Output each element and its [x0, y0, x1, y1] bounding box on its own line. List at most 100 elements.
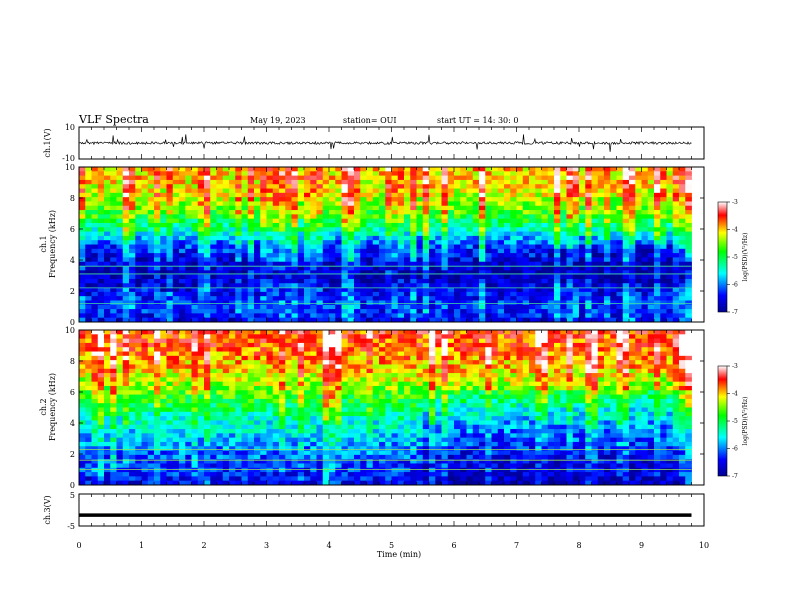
spectrogram-cell	[560, 313, 567, 319]
spectrogram-cell	[79, 360, 86, 365]
spectrogram-cell	[179, 235, 186, 241]
spectrogram-cell	[197, 266, 205, 271]
spectrogram-cell	[335, 175, 342, 181]
spectrogram-cell	[479, 274, 486, 280]
spectrogram-cell	[441, 253, 449, 258]
spectrogram-cell	[266, 253, 274, 258]
spectrogram-cell	[310, 253, 317, 258]
spectrogram-cell	[672, 373, 680, 378]
spectrogram-cell	[147, 304, 155, 310]
spectrogram-cell	[372, 184, 380, 189]
spectrogram-cell	[435, 261, 442, 267]
spectrogram-cell	[572, 218, 580, 224]
spectrogram-cell	[304, 373, 311, 378]
spectrogram-cell	[516, 338, 524, 344]
spectrogram-cell	[360, 330, 367, 335]
spectrogram-cell	[316, 304, 324, 310]
spectrogram-cell	[610, 278, 617, 284]
spectrogram-cell	[666, 227, 674, 232]
spectrogram-cell	[460, 373, 467, 378]
spectrogram-cell	[422, 373, 430, 378]
spectrogram-cell	[254, 214, 261, 220]
spectrogram-cell	[191, 266, 199, 271]
spectrogram-cell	[185, 368, 192, 374]
spectrogram-cell	[491, 373, 499, 378]
spectrogram-cell	[497, 184, 505, 189]
spectrogram-cell	[147, 291, 155, 297]
spectrogram-cell	[454, 342, 461, 348]
spectrogram-cell	[516, 274, 524, 280]
spectrogram-cell	[154, 291, 161, 297]
spectrogram-cell	[79, 317, 86, 323]
spectrogram-cell	[279, 261, 286, 267]
spectrogram-cell	[666, 235, 674, 241]
spectrogram-cell	[622, 304, 630, 310]
spectrogram-cell	[222, 381, 230, 387]
spectrogram-cell	[485, 347, 492, 352]
spectrogram-cell	[316, 296, 324, 301]
spectrogram-cell	[541, 355, 549, 361]
spectrogram-cell	[522, 360, 530, 365]
spectrogram-cell	[685, 368, 692, 374]
spectrogram-cell	[247, 222, 255, 228]
spectrogram-cell	[254, 334, 261, 340]
spectrogram-cell	[104, 205, 111, 211]
spectrogram-cell	[329, 274, 336, 280]
spectrogram-cell	[222, 351, 230, 357]
spectrogram-cell	[579, 197, 586, 202]
spectrogram-cell	[379, 261, 386, 267]
spectrogram-cell	[197, 188, 205, 194]
spectrogram-cell	[397, 257, 405, 263]
spectrogram-cell	[472, 347, 480, 352]
spectrogram-cell	[191, 364, 199, 370]
spectrogram-cell	[322, 231, 330, 237]
spectrogram-cell	[272, 235, 280, 241]
spectrogram-cell	[685, 266, 692, 271]
spectrogram-cell	[591, 197, 599, 202]
spectrogram-cell	[85, 360, 92, 365]
spectrogram-cell	[122, 355, 130, 361]
spectrogram-cell	[635, 244, 642, 250]
spectrogram-cell	[385, 227, 392, 232]
spectrogram-cell	[516, 197, 524, 202]
spectrogram-cell	[385, 205, 392, 211]
spectrogram-cell	[335, 373, 342, 378]
spectrogram-cell	[379, 304, 386, 310]
spectrogram-cell	[372, 214, 380, 220]
spectrogram-cell	[647, 347, 655, 352]
spectrogram-cell	[85, 175, 92, 181]
spectrogram-cell	[254, 296, 261, 301]
spectrogram-cell	[572, 270, 580, 276]
spectrogram-cell	[622, 261, 630, 267]
spectrogram-cell	[641, 167, 649, 172]
spectrogram-cell	[366, 201, 374, 207]
spectrogram-cell	[79, 364, 86, 370]
spectrogram-cell	[285, 304, 292, 310]
spectrogram-cell	[591, 317, 599, 323]
spectrogram-cell	[122, 231, 130, 237]
spectrogram-cell	[641, 347, 649, 352]
spectrogram-cell	[616, 377, 624, 383]
spectrogram-cell	[547, 373, 555, 378]
spectrogram-cell	[179, 296, 186, 301]
spectrogram-cell	[447, 274, 455, 280]
spectrogram-cell	[185, 330, 192, 335]
spectrogram-cell	[591, 373, 599, 378]
spectrogram-cell	[547, 313, 555, 319]
spectrogram-cell	[279, 179, 286, 185]
spectrogram-cell	[579, 377, 586, 383]
spectrogram-cell	[635, 175, 642, 181]
spectrogram-cell	[272, 309, 280, 314]
spectrogram-cell	[516, 188, 524, 194]
spectrogram-cell	[485, 338, 492, 344]
spectrogram-cell	[241, 342, 249, 348]
spectrogram-cell	[229, 377, 236, 383]
spectrogram-cell	[504, 317, 511, 323]
spectrogram-cell	[147, 283, 155, 288]
spectrogram-cell	[216, 347, 224, 352]
spectrogram-cell	[379, 235, 386, 241]
spectrogram-cell	[104, 248, 111, 254]
spectrogram-cell	[166, 171, 174, 177]
spectrogram-cell	[410, 351, 417, 357]
spectrogram-cell	[122, 188, 130, 194]
